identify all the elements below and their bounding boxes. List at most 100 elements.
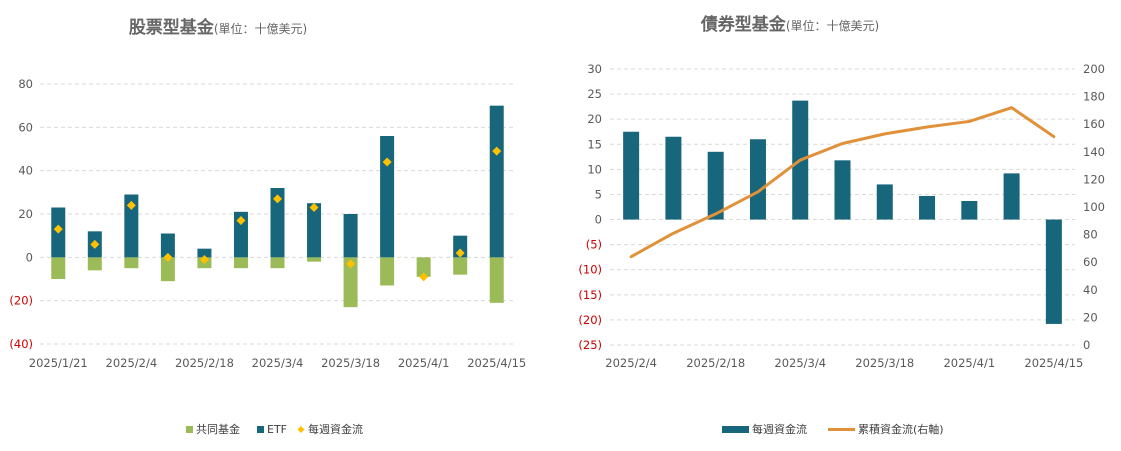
y-tick-label-left: 0: [595, 213, 602, 227]
equity-chart-title: 股票型基金(單位：十億美元): [129, 17, 307, 38]
y-tick-label-right: 180: [1083, 90, 1105, 104]
y-tick-label-left: 5: [595, 187, 602, 201]
mutual-fund-bar: [343, 257, 358, 308]
etf-bar: [343, 214, 358, 258]
y-tick-label-right: 120: [1083, 172, 1105, 186]
bond-chart: 302520151050(5)(10)(15)(20)(25)200180160…: [578, 62, 1105, 370]
x-tick-label: 2025/3/18: [855, 356, 914, 370]
y-tick-label-left: 20: [587, 112, 602, 126]
equity-chart: 80 60 40 20 0 (20) (40) 2025/1/21 2025/2/4 2025/2…: [9, 77, 526, 370]
mutual-fund-bar: [453, 257, 468, 275]
legend-label-cumulative: 累積資金流(右軸): [858, 422, 944, 436]
etf-bar: [233, 211, 248, 258]
y-tick-label-right: 140: [1083, 145, 1105, 159]
y-tick-label-right: 160: [1083, 117, 1105, 131]
legend-label-weekly-flow: 每週資金流: [308, 422, 363, 436]
legend-marker-weekly-flow: [297, 426, 305, 433]
y-tick-label-left: (20): [578, 313, 602, 327]
weekly-flow-marker: [53, 224, 63, 234]
etf-bar: [197, 248, 212, 258]
weekly-flow-bar: [834, 160, 851, 220]
x-tick-label: 2025/3/4: [774, 356, 826, 370]
y-tick-label: 0: [26, 250, 33, 264]
y-tick-label-left: (15): [578, 288, 602, 302]
x-tick-label: 2025/4/1: [943, 356, 995, 370]
x-tick-label: 2025/2/18: [175, 356, 234, 370]
bond-chart-title: 債券型基金(單位：十億美元): [700, 14, 879, 35]
y-tick-label-right: 100: [1083, 200, 1105, 214]
y-tick-label: 20: [18, 207, 33, 221]
y-tick-label-left: 30: [587, 62, 602, 76]
weekly-flow-bar: [623, 131, 640, 220]
equity-legend: 共同基金 ETF 每週資金流: [186, 422, 363, 436]
weekly-flow-marker: [90, 239, 100, 249]
etf-bar: [453, 235, 468, 258]
etf-bar: [160, 233, 175, 258]
y-tick-label-left: (5): [586, 238, 602, 252]
weekly-flow-bar: [1003, 173, 1020, 220]
weekly-flow-marker: [199, 255, 209, 264]
legend-label-etf: ETF: [267, 423, 287, 436]
cumulative-flow-line: [629, 106, 1056, 259]
y-tick-label-right: 0: [1083, 338, 1090, 352]
mutual-fund-bar: [233, 257, 248, 269]
legend-swatch-etf: [257, 426, 264, 433]
etf-bar: [124, 194, 139, 258]
mutual-fund-bar: [160, 257, 175, 282]
weekly-flow-marker: [382, 157, 392, 167]
weekly-flow-marker: [455, 248, 465, 258]
weekly-flow-marker: [126, 200, 136, 210]
y-tick-label: (20): [9, 294, 33, 308]
etf-bar: [270, 188, 285, 258]
weekly-flow-bar: [1045, 219, 1062, 324]
weekly-flow-marker: [346, 259, 356, 269]
etf-bar: [307, 203, 322, 258]
weekly-flow-marker: [163, 252, 173, 262]
y-tick-label-left: (25): [578, 338, 602, 352]
mutual-fund-bar: [380, 257, 395, 286]
y-tick-label-right: 20: [1083, 310, 1098, 324]
y-tick-label: 80: [18, 77, 33, 91]
y-tick-label-right: 80: [1083, 228, 1098, 242]
x-tick-label: 2025/3/4: [252, 356, 304, 370]
etf-bar: [380, 136, 395, 258]
y-tick-label: 40: [18, 164, 33, 178]
mutual-fund-bar: [124, 257, 139, 269]
y-tick-label-left: 10: [587, 162, 602, 176]
weekly-flow-bar: [961, 200, 978, 220]
y-tick-label: 60: [18, 120, 33, 134]
x-tick-label: 2025/2/18: [686, 356, 745, 370]
weekly-flow-bar: [876, 184, 893, 220]
y-tick-label-left: 15: [587, 137, 602, 151]
x-tick-label: 2025/4/1: [398, 356, 450, 370]
legend-label-mutual-fund: 共同基金: [196, 422, 240, 436]
etf-bar: [489, 105, 504, 258]
weekly-flow-marker: [273, 194, 282, 204]
x-tick-label: 2025/2/4: [605, 356, 657, 370]
mutual-fund-bar: [416, 257, 431, 277]
mutual-fund-bar: [87, 257, 102, 271]
legend-swatch-weekly-flow-bar: [722, 426, 749, 433]
weekly-flow-marker: [492, 146, 502, 156]
weekly-flow-marker: [309, 203, 319, 212]
y-tick-label-right: 200: [1083, 62, 1105, 76]
bond-legend: 每週資金流 累積資金流(右軸): [722, 422, 944, 436]
y-tick-label-left: (10): [578, 263, 602, 277]
weekly-flow-bar: [749, 139, 766, 220]
mutual-fund-bar: [307, 257, 322, 262]
legend-label-weekly-flow-bar: 每週資金流: [752, 422, 807, 436]
legend-swatch-mutual-fund: [186, 426, 193, 433]
weekly-flow-marker: [419, 272, 429, 282]
mutual-fund-bar: [270, 257, 285, 269]
y-tick-label-right: 60: [1083, 255, 1098, 269]
y-tick-label: (40): [9, 337, 33, 351]
weekly-flow-marker: [236, 216, 246, 225]
y-tick-label-left: 25: [587, 87, 602, 101]
weekly-flow-bar: [707, 151, 724, 220]
weekly-flow-bar: [919, 195, 936, 220]
weekly-flow-bar: [665, 136, 682, 220]
x-tick-label: 2025/2/4: [106, 356, 158, 370]
x-tick-label: 2025/4/15: [1024, 356, 1083, 370]
